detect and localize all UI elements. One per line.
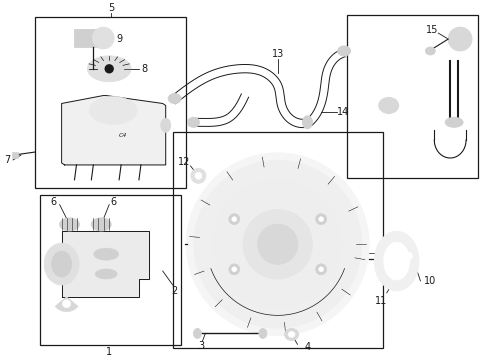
Text: 4: 4 [304,342,310,352]
Ellipse shape [94,248,119,260]
Text: 1: 1 [106,347,112,357]
Ellipse shape [161,118,170,132]
Ellipse shape [287,332,294,337]
Ellipse shape [44,243,79,285]
Circle shape [228,264,239,275]
Text: 10: 10 [424,276,436,286]
Ellipse shape [284,328,298,341]
Polygon shape [61,231,148,297]
Ellipse shape [337,46,350,56]
Text: 7: 7 [4,155,10,165]
Text: 11: 11 [374,296,386,306]
Circle shape [92,27,114,49]
Ellipse shape [193,328,201,338]
Text: 9: 9 [116,34,122,44]
Circle shape [186,153,368,336]
Ellipse shape [187,117,199,127]
Ellipse shape [168,94,181,103]
Circle shape [105,65,113,73]
Ellipse shape [378,98,398,113]
Polygon shape [61,95,165,165]
Ellipse shape [258,328,266,338]
Ellipse shape [374,231,418,291]
Ellipse shape [302,116,312,129]
Text: C4: C4 [119,133,127,138]
Ellipse shape [87,56,131,82]
Ellipse shape [60,218,79,231]
Bar [12,152,18,158]
Bar [172,132,382,348]
Text: 2: 2 [171,286,177,296]
Circle shape [243,210,312,279]
Circle shape [191,168,205,183]
Ellipse shape [91,218,111,231]
Ellipse shape [425,47,434,55]
Bar [346,15,477,178]
Circle shape [195,172,202,179]
Text: 13: 13 [271,49,283,59]
Circle shape [213,180,341,308]
Ellipse shape [383,242,409,280]
Ellipse shape [52,251,71,277]
Text: 5: 5 [108,3,114,13]
Wedge shape [55,297,78,312]
Circle shape [62,300,70,308]
Ellipse shape [89,96,137,124]
Text: 8: 8 [142,64,148,74]
Circle shape [193,160,361,328]
Circle shape [315,264,326,275]
Text: 14: 14 [336,107,348,117]
Circle shape [318,267,323,272]
Text: 6: 6 [110,197,116,207]
Circle shape [228,214,239,225]
Bar [73,29,101,47]
Ellipse shape [95,269,117,279]
Circle shape [447,27,471,51]
Bar [35,17,185,188]
Text: 3: 3 [198,341,204,351]
Text: 6: 6 [51,197,57,207]
Circle shape [231,267,236,272]
Circle shape [315,214,326,225]
Circle shape [318,217,323,222]
Text: 15: 15 [425,25,438,35]
Text: 12: 12 [178,157,190,167]
Ellipse shape [444,117,462,127]
Circle shape [257,224,297,264]
Circle shape [231,217,236,222]
Circle shape [404,252,412,260]
Bar [40,195,180,345]
